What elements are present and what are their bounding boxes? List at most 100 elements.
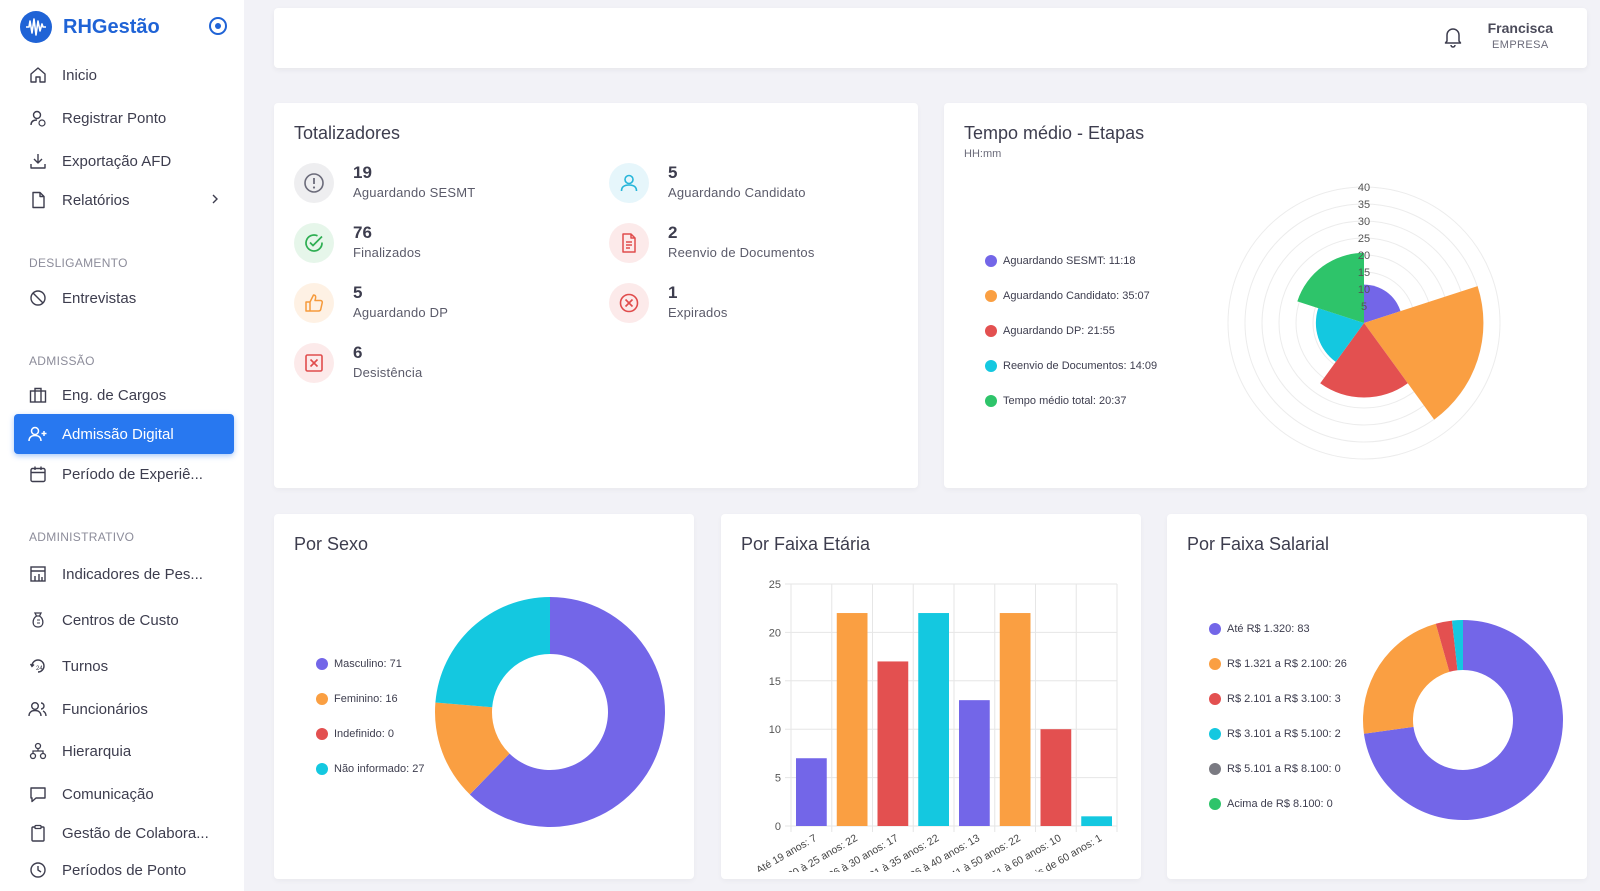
y-tick-label: 15: [769, 676, 781, 688]
legend-item[interactable]: Não informado: 27: [316, 751, 425, 786]
polar-tick-label: 35: [1358, 199, 1370, 211]
sidebar-item-label: Entrevistas: [62, 289, 137, 307]
polar-tick-label: 25: [1358, 233, 1370, 245]
polar-segment[interactable]: [1315, 308, 1364, 362]
polar-segment[interactable]: [1320, 323, 1408, 398]
bell-icon[interactable]: [1443, 26, 1463, 53]
sidebar-item-turnos[interactable]: 24 Turnos: [14, 646, 234, 686]
legend-item[interactable]: Aguardando Candidato: 35:07: [985, 278, 1157, 313]
user-clock-icon: [28, 108, 48, 128]
download-icon: [28, 151, 48, 171]
sidebar-item-centros-custo[interactable]: Centros de Custo: [14, 600, 234, 640]
sidebar-item-hierarquia[interactable]: Hierarquia: [14, 731, 234, 771]
bar[interactable]: [959, 700, 990, 826]
polar-tick-label: 15: [1358, 267, 1370, 279]
total-label: Finalizados: [353, 245, 421, 260]
bar[interactable]: [999, 613, 1031, 826]
clock-icon: [28, 860, 48, 880]
legend-label: Não informado: 27: [334, 762, 425, 775]
salarial-donut-slice[interactable]: [1363, 623, 1450, 734]
legend-item[interactable]: Até R$ 1.320: 83: [1209, 611, 1347, 646]
salarial-donut-slice[interactable]: [1363, 620, 1563, 820]
sidebar-item-label: Períodos de Ponto: [62, 861, 187, 879]
polar-segment[interactable]: [1364, 284, 1401, 323]
legend-item[interactable]: Reenvio de Documentos: 14:09: [985, 348, 1157, 383]
sidebar-toggle-icon[interactable]: [208, 16, 228, 36]
top-bar: Francisca EMPRESA: [274, 8, 1587, 68]
calendar-icon: [28, 464, 48, 484]
legend-item[interactable]: Indefinido: 0: [316, 716, 425, 751]
sidebar-item-relatorios[interactable]: Relatórios: [14, 180, 234, 220]
sidebar-item-indicadores[interactable]: Indicadores de Pes...: [14, 554, 234, 594]
faixa-salarial-donut-chart: [1363, 620, 1563, 820]
sidebar-item-label: Turnos: [62, 657, 109, 675]
legend-dot: [985, 394, 997, 407]
salarial-donut-slice[interactable]: [1451, 620, 1463, 671]
polar-segment[interactable]: [1297, 252, 1364, 323]
bar[interactable]: [877, 661, 909, 826]
legend-item[interactable]: R$ 2.101 a R$ 3.100: 3: [1209, 681, 1347, 716]
legend-item[interactable]: Feminino: 16: [316, 681, 425, 716]
legend-item[interactable]: Aguardando DP: 21:55: [985, 313, 1157, 348]
sidebar-item-funcionarios[interactable]: Funcionários: [14, 689, 234, 729]
total-value: 2: [668, 223, 678, 242]
user-icon: [609, 163, 649, 203]
legend-label: R$ 1.321 a R$ 2.100: 26: [1227, 657, 1347, 670]
sexo-donut-slice[interactable]: [435, 702, 510, 795]
tempo-medio-legend: Aguardando SESMT: 11:18 Aguardando Candi…: [985, 243, 1157, 418]
sidebar-item-label: Centros de Custo: [62, 611, 179, 629]
users-icon: [28, 699, 48, 719]
legend-label: Aguardando Candidato: 35:07: [1003, 289, 1150, 302]
faixa-salarial-card: Por Faixa Salarial Até R$ 1.320: 83 R$ 1…: [1167, 514, 1587, 879]
sidebar-item-registrar-ponto[interactable]: Registrar Ponto: [14, 98, 234, 138]
total-label: Reenvio de Documentos: [668, 245, 815, 260]
polar-segment[interactable]: [1364, 286, 1484, 420]
legend-item[interactable]: Tempo médio total: 20:37: [985, 383, 1157, 418]
bar[interactable]: [1081, 816, 1112, 826]
sexo-donut-chart: [435, 597, 665, 827]
legend-dot: [1209, 692, 1221, 705]
legend-item[interactable]: Acima de R$ 8.100: 0: [1209, 786, 1347, 821]
legend-item[interactable]: Aguardando SESMT: 11:18: [985, 243, 1157, 278]
sexo-donut-slice[interactable]: [469, 597, 665, 827]
sidebar-item-gestao-colaboradores[interactable]: Gestão de Colabora...: [14, 813, 234, 853]
chevron-right-icon: [208, 192, 222, 211]
sidebar-item-eng-cargos[interactable]: Eng. de Cargos: [14, 375, 234, 415]
file-icon: [28, 190, 48, 210]
sexo-donut-slice[interactable]: [435, 597, 550, 708]
bar[interactable]: [1040, 729, 1072, 826]
legend-label: Acima de R$ 8.100: 0: [1227, 797, 1333, 810]
sidebar: RHGestão Inicio Registrar Ponto Exportaç…: [0, 0, 244, 891]
total-label: Aguardando Candidato: [668, 185, 806, 200]
brand[interactable]: RHGestão: [20, 11, 160, 43]
legend-item[interactable]: R$ 3.101 a R$ 5.100: 2: [1209, 716, 1347, 751]
polar-grid-ring: [1227, 186, 1501, 460]
sidebar-item-comunicacao[interactable]: Comunicação: [14, 774, 234, 814]
clock-24-icon: 24: [28, 656, 48, 676]
ban-icon: [28, 288, 48, 308]
bar[interactable]: [796, 758, 827, 826]
sidebar-item-admissao-digital[interactable]: Admissão Digital: [14, 414, 234, 454]
por-sexo-legend: Masculino: 71 Feminino: 16 Indefinido: 0…: [316, 646, 425, 786]
alert-circle-icon: [294, 163, 334, 203]
legend-item[interactable]: R$ 5.101 a R$ 8.100: 0: [1209, 751, 1347, 786]
user-name: Francisca: [1487, 20, 1553, 36]
legend-item[interactable]: Masculino: 71: [316, 646, 425, 681]
sidebar-item-exportacao-afd[interactable]: Exportação AFD: [14, 141, 234, 181]
total-label: Aguardando SESMT: [353, 185, 476, 200]
sidebar-item-entrevistas[interactable]: Entrevistas: [14, 278, 234, 318]
legend-dot: [1209, 797, 1221, 810]
bar[interactable]: [836, 613, 868, 826]
user-menu[interactable]: Francisca EMPRESA: [1488, 20, 1553, 51]
legend-item[interactable]: R$ 1.321 a R$ 2.100: 26: [1209, 646, 1347, 681]
legend-dot: [985, 324, 997, 337]
salarial-donut-slice[interactable]: [1435, 620, 1458, 672]
sidebar-item-periodo-experiencia[interactable]: Período de Experiê...: [14, 454, 234, 494]
sidebar-item-label: Período de Experiê...: [62, 465, 203, 483]
bar[interactable]: [918, 613, 949, 826]
sidebar-item-periodos-ponto[interactable]: Períodos de Ponto: [14, 850, 234, 890]
sidebar-item-label: Exportação AFD: [62, 152, 172, 170]
legend-label: Tempo médio total: 20:37: [1003, 394, 1127, 407]
briefcase-icon: [28, 385, 48, 405]
sidebar-item-inicio[interactable]: Inicio: [14, 55, 234, 95]
